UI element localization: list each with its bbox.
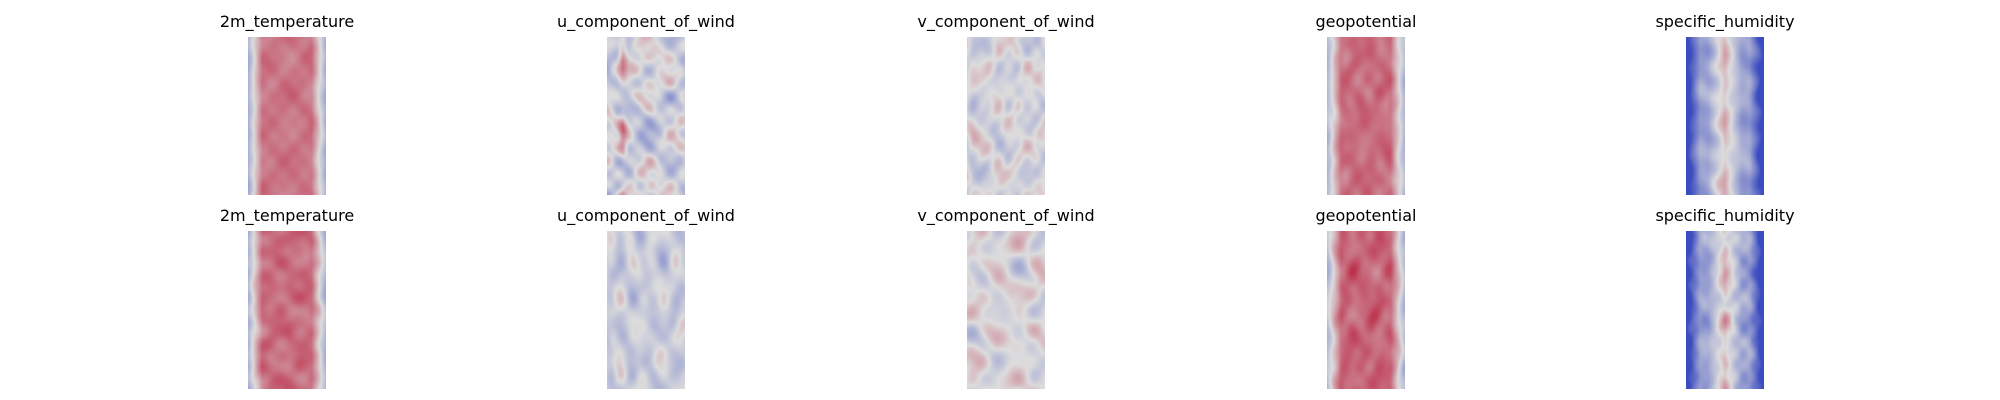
panel-title-u-wind-bottom: u_component_of_wind <box>557 206 735 225</box>
heatmap-panel-geopotential-bottom <box>1327 231 1405 389</box>
heatmap-panel-2m-temperature-bottom <box>248 231 326 389</box>
heatmap-panel-geopotential-top <box>1327 37 1405 195</box>
heatmap-panel-2m-temperature-top <box>248 37 326 195</box>
panel-title-v-wind-top: v_component_of_wind <box>917 12 1095 31</box>
panel-title-specific-humidity-bottom: specific_humidity <box>1655 206 1795 225</box>
panel-title-v-wind-bottom: v_component_of_wind <box>917 206 1095 225</box>
heatmap-panel-u-wind-bottom <box>607 231 685 389</box>
panel-title-u-wind-top: u_component_of_wind <box>557 12 735 31</box>
heatmap-panel-u-wind-top <box>607 37 685 195</box>
panel-title-geopotential-bottom: geopotential <box>1315 206 1417 225</box>
panel-title-specific-humidity-top: specific_humidity <box>1655 12 1795 31</box>
heatmap-panel-specific-humidity-top <box>1686 37 1764 195</box>
heatmap-panel-v-wind-bottom <box>967 231 1045 389</box>
panel-title-geopotential-top: geopotential <box>1315 12 1417 31</box>
heatmap-panel-specific-humidity-bottom <box>1686 231 1764 389</box>
heatmap-panel-v-wind-top <box>967 37 1045 195</box>
panel-title-2m-temperature-bottom: 2m_temperature <box>219 206 355 225</box>
panel-title-2m-temperature-top: 2m_temperature <box>219 12 355 31</box>
